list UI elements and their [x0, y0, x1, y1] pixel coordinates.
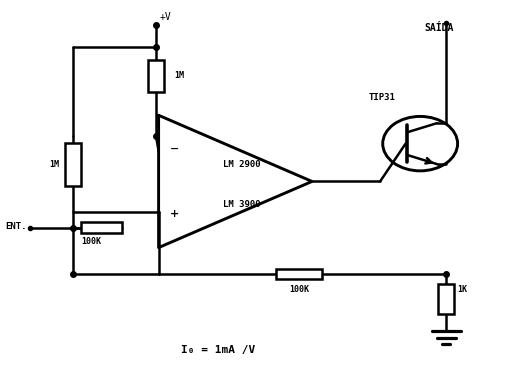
Text: 1M: 1M: [49, 160, 60, 169]
Text: 1K: 1K: [457, 285, 467, 294]
Bar: [148, 59, 164, 91]
Text: I₀ = 1mA /V: I₀ = 1mA /V: [181, 345, 255, 355]
Bar: [438, 284, 454, 314]
Text: +V: +V: [160, 12, 171, 22]
Text: ENT.: ENT.: [5, 222, 27, 231]
Text: LM 2900: LM 2900: [223, 160, 261, 169]
Text: 100K: 100K: [81, 237, 101, 246]
Bar: [81, 222, 122, 233]
Text: SAÍDA: SAÍDA: [425, 23, 454, 33]
Text: −: −: [170, 144, 179, 154]
Text: LM 3900: LM 3900: [223, 200, 261, 209]
Bar: [65, 143, 81, 186]
Bar: [276, 269, 322, 279]
Text: 100K: 100K: [289, 285, 309, 294]
Text: +: +: [170, 209, 179, 219]
Text: 1M: 1M: [174, 71, 185, 80]
Text: TIP31: TIP31: [369, 93, 396, 102]
